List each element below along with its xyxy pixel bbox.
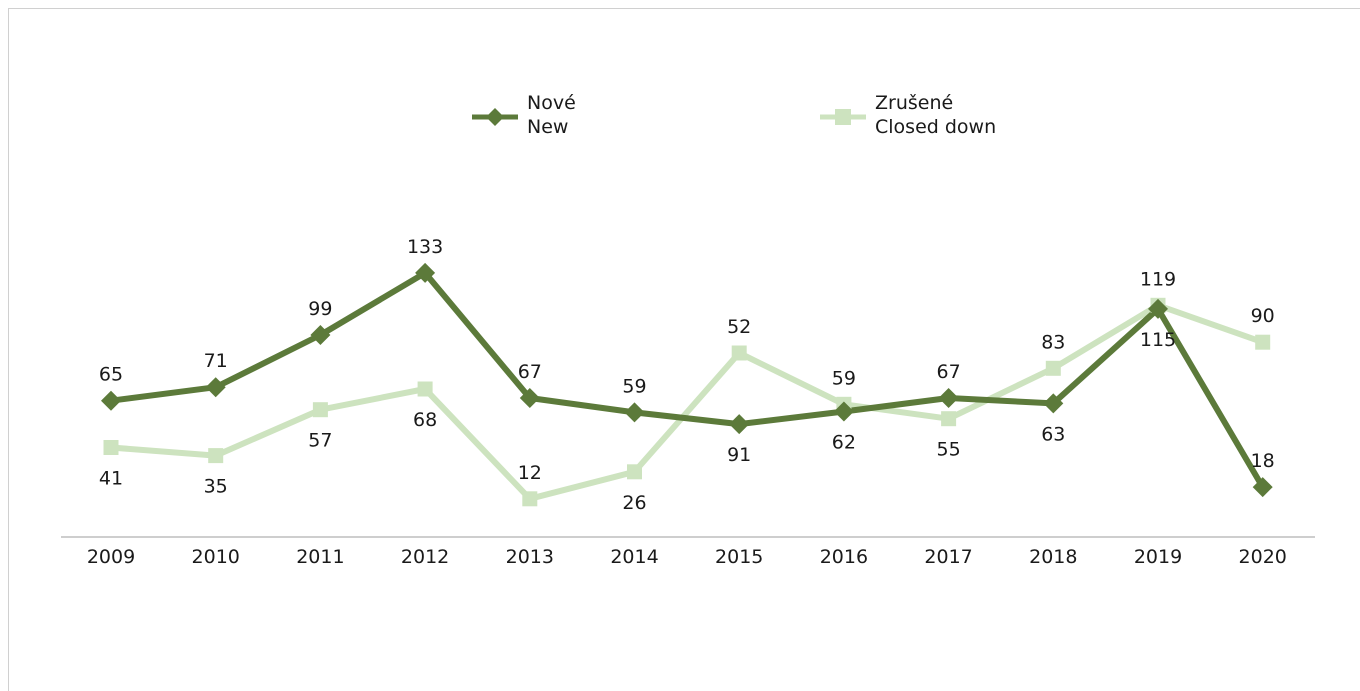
legend-label: Nové New <box>527 92 576 138</box>
data-label-closed: 41 <box>99 468 123 490</box>
x-tick-label: 2020 <box>1239 546 1287 568</box>
series-new-point <box>1148 298 1168 319</box>
x-tick-label: 2017 <box>924 546 972 568</box>
data-label-closed: 57 <box>308 430 332 452</box>
series-new-point <box>624 402 645 423</box>
data-label-new: 67 <box>518 361 542 383</box>
series-closed-point <box>1255 334 1271 350</box>
x-tick-label: 2012 <box>401 546 449 568</box>
x-tick-label: 2011 <box>296 546 344 568</box>
series-new-point <box>310 325 331 345</box>
data-label-closed: 55 <box>937 439 961 461</box>
data-label-closed: 26 <box>622 492 646 514</box>
data-label-closed: 59 <box>832 367 856 389</box>
data-label-new: 71 <box>204 350 228 372</box>
data-label-new: 67 <box>937 361 961 383</box>
x-tick-label: 2013 <box>506 546 554 568</box>
data-label-new: 115 <box>1140 329 1176 351</box>
series-closed-point <box>312 402 328 418</box>
x-tick-label: 2019 <box>1134 546 1182 568</box>
data-label-closed: 68 <box>413 409 437 431</box>
series-closed-point <box>1045 360 1061 376</box>
series-closed-point <box>627 464 642 480</box>
series-new-point <box>101 390 121 411</box>
x-tick-label: 2016 <box>820 546 868 568</box>
chart-frame <box>8 8 1360 691</box>
series-new-point <box>938 388 959 408</box>
series-new-point <box>1252 477 1273 498</box>
series-new-point <box>833 401 854 422</box>
data-label-closed: 52 <box>727 316 751 338</box>
data-label-closed: 90 <box>1251 305 1275 327</box>
data-label-new: 133 <box>407 236 443 258</box>
series-new-point <box>519 388 540 408</box>
series-closed-point <box>731 345 747 361</box>
legend-diamond-icon <box>486 108 504 126</box>
series-new-point <box>205 377 226 398</box>
data-label-new: 65 <box>99 364 123 386</box>
series-closed-point <box>103 440 119 455</box>
data-label-closed: 83 <box>1041 331 1065 353</box>
data-label-closed: 119 <box>1140 268 1176 290</box>
series-new-point <box>1043 393 1064 414</box>
x-tick-label: 2018 <box>1029 546 1077 568</box>
series-new-point <box>729 414 750 435</box>
x-tick-label: 2014 <box>610 546 658 568</box>
series-closed-point <box>208 448 224 464</box>
x-tick-label: 2010 <box>192 546 240 568</box>
series-new-point <box>415 262 436 283</box>
series-closed-point <box>522 491 538 507</box>
series-closed-line <box>110 302 1264 502</box>
data-label-new: 59 <box>622 375 646 397</box>
legend-square-icon <box>835 109 851 125</box>
data-label-new: 91 <box>727 444 751 466</box>
series-new-line <box>110 269 1266 489</box>
data-label-closed: 35 <box>204 476 228 498</box>
data-label-new: 18 <box>1251 450 1275 472</box>
data-label-new: 62 <box>832 432 856 454</box>
data-label-new: 99 <box>308 298 332 320</box>
legend-label: Zrušené Closed down <box>875 92 996 138</box>
series-closed-point <box>417 381 433 397</box>
series-closed-point <box>941 411 957 427</box>
data-label-new: 63 <box>1041 423 1065 445</box>
x-tick-label: 2009 <box>87 546 135 568</box>
x-tick-label: 2015 <box>715 546 763 568</box>
data-label-closed: 12 <box>518 462 542 484</box>
